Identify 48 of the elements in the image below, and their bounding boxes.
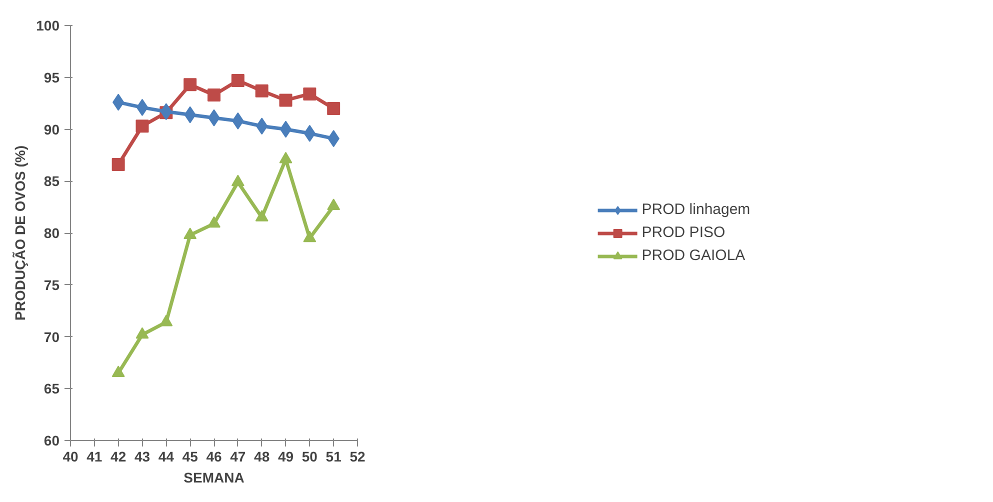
point bbox=[255, 210, 268, 222]
y-tick-label: 95 bbox=[44, 69, 60, 86]
x-tick-label: 44 bbox=[158, 448, 174, 464]
x-tick-label: 52 bbox=[350, 448, 366, 464]
point bbox=[279, 94, 292, 107]
x-axis-title: SEMANA bbox=[184, 470, 244, 486]
point bbox=[160, 314, 173, 326]
y-tick-label: 70 bbox=[44, 328, 60, 345]
point bbox=[208, 216, 220, 228]
point bbox=[279, 152, 292, 164]
y-axis-title: PRODUÇÃO DE OVOS (%) bbox=[12, 145, 28, 321]
x-tick-label: 43 bbox=[134, 448, 150, 464]
point bbox=[208, 88, 220, 102]
point bbox=[327, 198, 340, 210]
point bbox=[136, 327, 149, 339]
point bbox=[303, 230, 316, 242]
point bbox=[184, 78, 197, 92]
x-tick-label: 49 bbox=[278, 448, 294, 464]
x-tick-label: 51 bbox=[326, 448, 342, 464]
point bbox=[231, 74, 244, 87]
legend-label: PROD PISO bbox=[642, 224, 726, 241]
point bbox=[303, 87, 316, 100]
legend-label: PROD GAIOLA bbox=[642, 247, 746, 264]
y-tick-label: 100 bbox=[36, 18, 60, 34]
point bbox=[231, 174, 244, 186]
legend-label: PROD linhagem bbox=[642, 201, 750, 218]
point bbox=[327, 102, 340, 115]
x-tick-label: 50 bbox=[302, 448, 318, 464]
x-tick-label: 47 bbox=[230, 448, 246, 464]
y-tick-label: 60 bbox=[44, 432, 60, 448]
point bbox=[136, 98, 148, 116]
point bbox=[255, 84, 268, 98]
point bbox=[112, 158, 125, 172]
x-tick-label: 40 bbox=[62, 448, 78, 464]
point bbox=[136, 120, 149, 133]
x-tick-label: 42 bbox=[110, 448, 126, 464]
x-tick-label: 46 bbox=[206, 448, 222, 464]
x-tick-label: 45 bbox=[182, 448, 198, 464]
point bbox=[112, 366, 125, 378]
y-tick-label: 90 bbox=[44, 121, 60, 138]
y-tick-label: 85 bbox=[44, 173, 60, 190]
y-tick-label: 75 bbox=[44, 276, 60, 293]
x-tick-label: 48 bbox=[254, 448, 270, 464]
point bbox=[184, 228, 197, 240]
y-tick-label: 80 bbox=[44, 225, 60, 241]
y-tick-label: 65 bbox=[44, 380, 60, 397]
point bbox=[280, 120, 292, 138]
x-tick-label: 41 bbox=[86, 448, 102, 464]
